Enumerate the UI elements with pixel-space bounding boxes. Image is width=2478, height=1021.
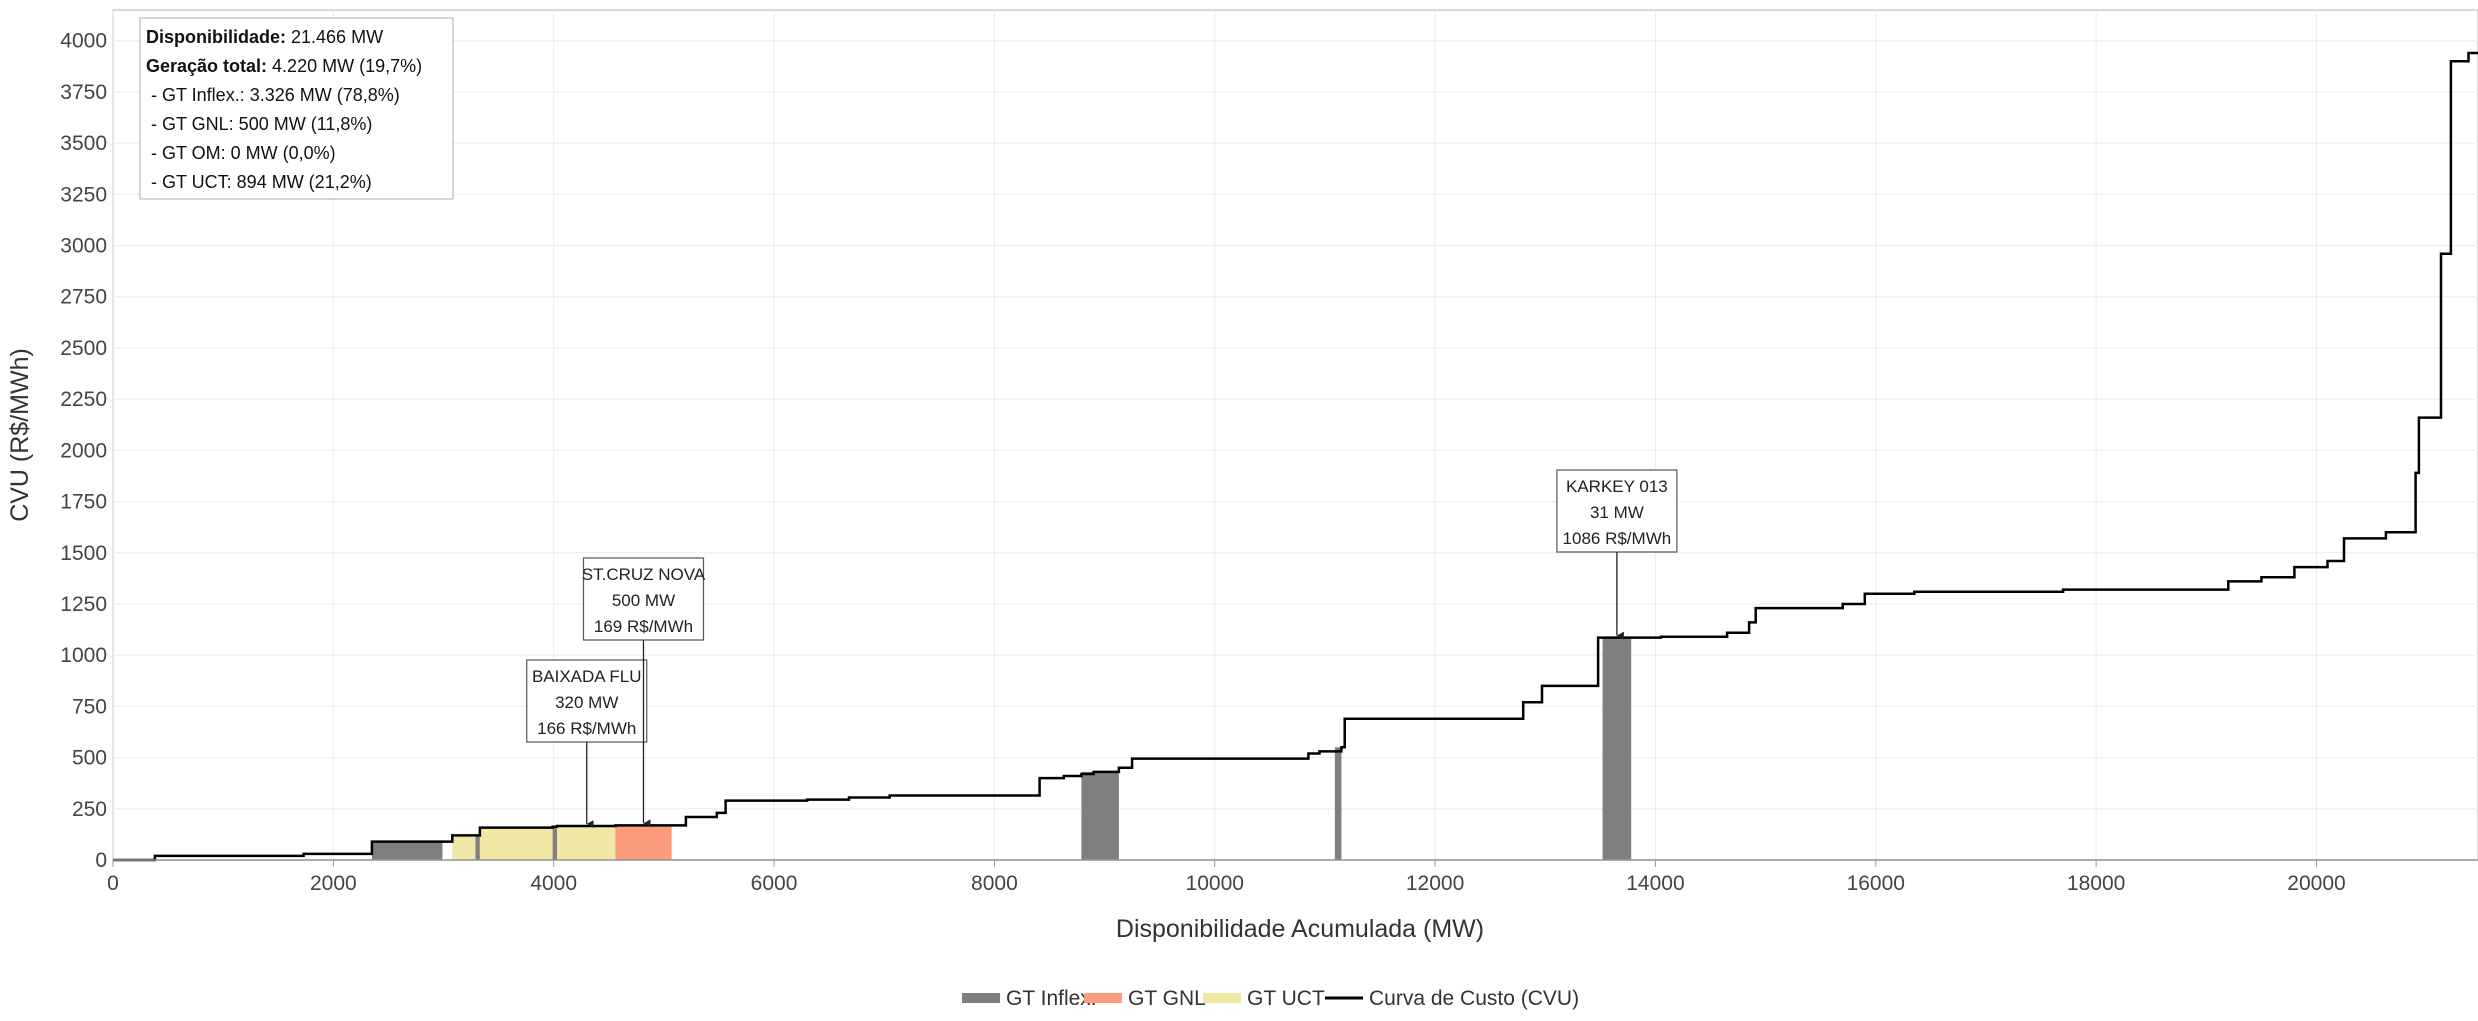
dispatch-block: [1334, 747, 1342, 860]
dispatch-block: [552, 826, 558, 860]
y-tick-label: 3750: [60, 81, 107, 104]
y-tick-label: 2500: [60, 337, 107, 360]
annotations: BAIXADA FLU 320 MW 166 R$/MWh ST.CRUZ NOVA 5…: [526, 469, 1678, 828]
x-tick-label: 12000: [1406, 872, 1464, 895]
y-tick-label: 1500: [60, 542, 107, 565]
legend-swatch: [1203, 993, 1241, 1003]
info-box: Disponibilidade: 21.466 MW Geração total…: [139, 17, 454, 200]
plot-area-border: [112, 9, 2478, 861]
info-line-om: - GT OM: 0 MW (0,0%): [146, 143, 336, 163]
y-tick-label: 4000: [60, 30, 107, 53]
dispatch-blocks: [371, 637, 1632, 860]
info-geracao: Geração total: 4.220 MW (19,7%): [146, 56, 422, 76]
annotation-text: 1086 R$/MWh: [1563, 529, 1672, 548]
info-disponibilidade: Disponibilidade: 21.466 MW: [146, 27, 383, 47]
x-tick-label: 10000: [1186, 872, 1244, 895]
info-line-uct: - GT UCT: 894 MW (21,2%): [146, 172, 372, 192]
y-tick-label: 750: [72, 695, 107, 718]
legend-label: GT GNL: [1128, 987, 1206, 1010]
legend: GT Inflex. GT GNL GT UCT Curva de Custo (CV…: [962, 987, 1579, 1010]
annotation-box: [582, 557, 705, 641]
dispatch-block: [452, 835, 476, 860]
x-axis-title: Disponibilidade Acumulada (MW): [1116, 915, 1484, 943]
legend-item: GT Inflex.: [962, 987, 1097, 1010]
info-box-frame: [139, 17, 454, 200]
legend-swatch: [962, 993, 1000, 1003]
y-tick-label: 2750: [60, 286, 107, 309]
x-tick-label: 0: [107, 872, 119, 895]
y-tick-label: 500: [72, 747, 107, 770]
y-tick-label: 1000: [60, 644, 107, 667]
dispatch-block: [557, 826, 616, 860]
legend-item: GT GNL: [1084, 987, 1206, 1010]
info-line-gnl: - GT GNL: 500 MW (11,8%): [146, 114, 372, 134]
info-disponibilidade-value: 21.466 MW: [286, 27, 383, 47]
x-tick-label: 18000: [2067, 872, 2125, 895]
y-tick-label: 2250: [60, 388, 107, 411]
x-tick-label: 6000: [751, 872, 798, 895]
annotation-text: 500 MW: [612, 591, 675, 610]
dispatch-block: [615, 825, 672, 860]
cost-curve-layer: [113, 51, 2478, 862]
y-tick-label: 0: [95, 849, 107, 872]
info-geracao-value: 4.220 MW (19,7%): [267, 56, 422, 76]
dispatch-block: [1602, 637, 1632, 860]
y-tick-label: 3000: [60, 235, 107, 258]
y-tick-label: 3500: [60, 132, 107, 155]
annotation-text: KARKEY 013: [1566, 477, 1668, 496]
y-tick-label: 2000: [60, 439, 107, 462]
y-tick-label: 1750: [60, 491, 107, 514]
annotation-label: KARKEY 013 31 MW 1086 R$/MWh: [1556, 469, 1678, 640]
annotation-box: [526, 659, 648, 743]
y-tick-label: 1250: [60, 593, 107, 616]
x-tick-label: 4000: [530, 872, 577, 895]
y-tick-label: 250: [72, 798, 107, 821]
dispatch-block: [479, 827, 553, 860]
annotation-text: BAIXADA FLU: [532, 667, 642, 686]
annotation-text: ST.CRUZ NOVA: [582, 565, 706, 584]
legend-item: GT UCT: [1203, 987, 1325, 1010]
dispatch-block: [475, 835, 480, 860]
cost-curve-line: [113, 51, 2478, 862]
legend-swatch: [1084, 993, 1122, 1003]
x-tick-label: 8000: [971, 872, 1018, 895]
y-axis-title: CVU (R$/MWh): [6, 348, 34, 522]
info-line-inflex: - GT Inflex.: 3.326 MW (78,8%): [146, 85, 400, 105]
legend-label: Curva de Custo (CVU): [1369, 987, 1579, 1010]
x-tick-label: 16000: [1847, 872, 1905, 895]
y-tick-label: 3250: [60, 183, 107, 206]
annotation-label: BAIXADA FLU 320 MW 166 R$/MWh: [526, 659, 648, 828]
x-tick-label: 20000: [2287, 872, 2345, 895]
legend-label: GT Inflex.: [1006, 987, 1097, 1010]
annotation-text: 166 R$/MWh: [537, 719, 636, 738]
dispatch-block: [371, 841, 443, 860]
annotation-text: 169 R$/MWh: [594, 617, 693, 636]
annotation-text: 31 MW: [1590, 503, 1644, 522]
annotation-text: 320 MW: [555, 693, 618, 712]
x-tick-label: 14000: [1626, 872, 1684, 895]
info-disponibilidade-label: Disponibilidade:: [146, 27, 286, 47]
x-tick-label: 2000: [310, 872, 357, 895]
info-geracao-label: Geração total:: [146, 56, 267, 76]
legend-label: GT UCT: [1247, 987, 1325, 1010]
annotation-label: ST.CRUZ NOVA 500 MW 169 R$/MWh: [582, 557, 706, 828]
axes: 0 2000 4000 6000 8000 10000 12000 14000 16000 180…: [60, 30, 2478, 895]
dispatch-block: [1081, 771, 1119, 860]
legend-item: Curva de Custo (CVU): [1325, 987, 1579, 1010]
